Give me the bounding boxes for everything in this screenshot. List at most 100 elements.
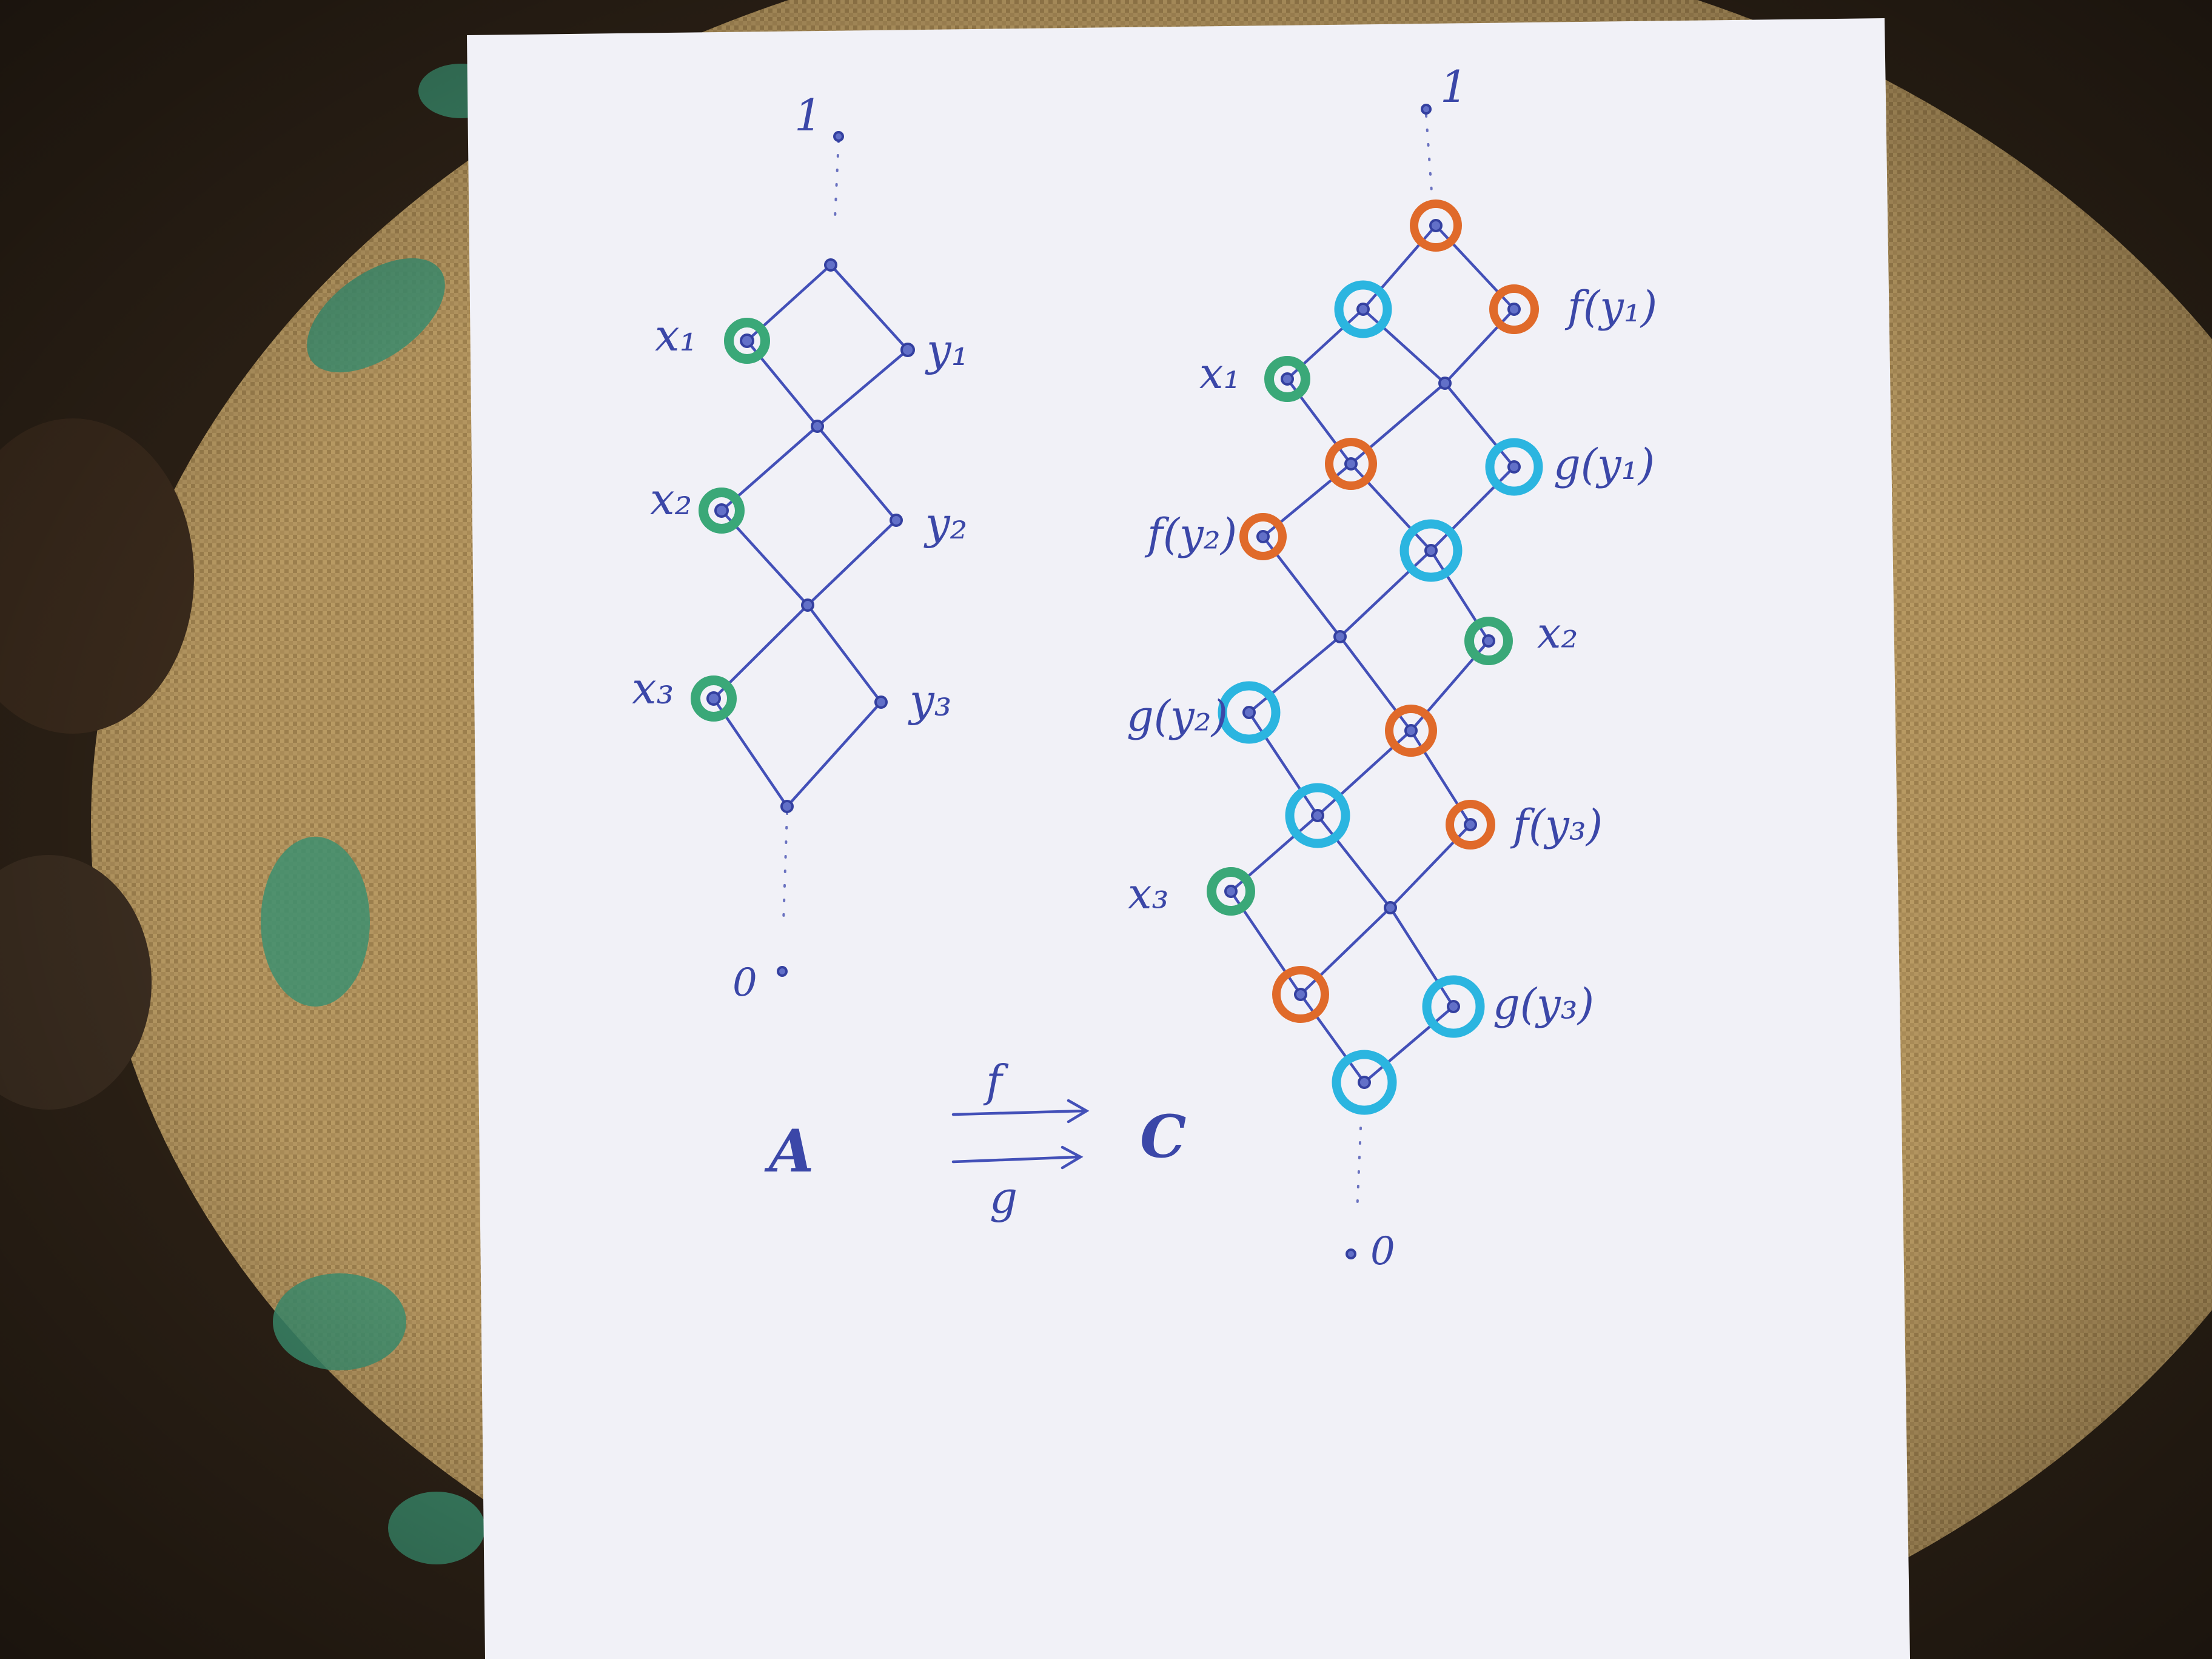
label-1: 1: [1440, 61, 1468, 112]
vertex-x1: [740, 333, 754, 348]
cyan-ring: [1332, 1050, 1397, 1115]
edge: [816, 348, 910, 428]
vertex-g-y1: [1507, 460, 1521, 474]
edge: [1389, 906, 1455, 1008]
edge: [1362, 1005, 1455, 1084]
label-0: 0: [1370, 1229, 1395, 1274]
edge: [1338, 549, 1433, 638]
edge: [1299, 993, 1366, 1084]
cyan-ring: [1422, 975, 1485, 1038]
edge: [829, 263, 910, 352]
arrow-f-head: [1067, 1099, 1090, 1124]
label-1: 1: [794, 90, 822, 141]
green-ring: [1207, 867, 1255, 916]
vertex-meet-2: [801, 598, 814, 612]
vertex-1: [833, 131, 844, 142]
edge: [1247, 635, 1342, 714]
arrow-g-shaft: [951, 1155, 1081, 1164]
label-y2: y₂: [923, 498, 968, 549]
vertex: [1429, 219, 1443, 232]
lattice-c: 1 0 f(y₁) x₁ g(y₁) f(y₂) x₂ g(y₂) f(y₃) …: [1127, 61, 1657, 1274]
cyan-ring: [1334, 280, 1392, 338]
vertex: [1294, 988, 1307, 1001]
vertex-f-y3: [1464, 818, 1477, 831]
orange-ring: [1385, 705, 1437, 757]
cyan-ring: [1399, 519, 1463, 582]
label-x2: x₂: [650, 474, 692, 525]
label-x3: x₃: [632, 663, 674, 714]
vertex: [1384, 901, 1397, 914]
dotted-edge-top: [1425, 114, 1433, 201]
edge: [806, 518, 898, 607]
arrow-f-shaft: [951, 1109, 1087, 1116]
label-arrow-g: g: [990, 1172, 1017, 1223]
edge: [1361, 307, 1447, 385]
vertex-1: [1421, 104, 1432, 115]
vertex-x3: [1224, 885, 1238, 898]
orange-ring: [1272, 966, 1329, 1023]
arrow-g-head: [1061, 1145, 1084, 1170]
vertex-x1: [1281, 372, 1294, 386]
cyan-ring: [1285, 783, 1350, 848]
label-0: 0: [732, 960, 757, 1005]
green-ring: [699, 488, 745, 534]
vertex-meet-1: [811, 420, 824, 433]
label-f-y2: f(y₂): [1144, 509, 1237, 559]
label-y3: y₃: [908, 675, 952, 726]
label-x1: x₁: [1199, 349, 1241, 398]
dotted-edge-bottom: [1356, 1127, 1362, 1214]
vertex: [1311, 809, 1324, 822]
label-g-y2: g(y₂): [1127, 691, 1228, 741]
vertex-g-y3: [1447, 1000, 1460, 1013]
vertex-top-join: [824, 258, 837, 272]
vertex-y3: [874, 695, 888, 709]
vertex-x2: [1482, 634, 1495, 648]
vertex-y1: [900, 343, 915, 357]
green-ring: [1464, 617, 1513, 665]
edge: [1429, 465, 1516, 552]
vertex: [1358, 1076, 1371, 1089]
green-ring: [724, 318, 770, 364]
vertex-0: [777, 966, 788, 977]
orange-ring: [1325, 438, 1377, 490]
maps-diagram: A C f g: [764, 1056, 1186, 1223]
cyan-ring: [1485, 438, 1543, 496]
edge: [1316, 814, 1392, 910]
label-g-y3: g(y₃): [1493, 979, 1594, 1029]
label-x3: x₃: [1128, 869, 1169, 919]
vertex: [1424, 544, 1438, 557]
vertex: [1404, 724, 1418, 737]
vertex-y2: [890, 514, 903, 527]
vertex: [1356, 303, 1370, 316]
orange-ring: [1239, 513, 1287, 560]
vertex: [1344, 457, 1358, 471]
label-domain-a: A: [764, 1117, 814, 1185]
cyan-ring: [1218, 681, 1281, 744]
vertex: [1438, 377, 1452, 390]
vertex-bottom-meet: [780, 800, 794, 813]
edge: [1247, 711, 1319, 817]
label-x2: x₂: [1537, 608, 1578, 658]
vertex-f-y1: [1507, 303, 1521, 316]
edge: [1443, 381, 1516, 469]
vertex-g-y2: [1242, 706, 1256, 719]
orange-ring: [1410, 199, 1462, 252]
label-codomain-c: C: [1140, 1102, 1186, 1171]
vertex: [1333, 630, 1347, 643]
label-y1: y₁: [925, 324, 969, 375]
green-ring: [691, 675, 737, 722]
paper-sheet: [467, 18, 1910, 1659]
vertex-x2: [714, 503, 729, 518]
label-f-y3: f(y₃): [1510, 800, 1603, 850]
vertex-0: [1346, 1248, 1356, 1259]
lattice-a: 1 0 x₁ y₁ x₂ y₂ x₃ y₃: [632, 90, 969, 1005]
label-f-y1: f(y₁): [1564, 282, 1657, 332]
orange-ring: [1446, 800, 1495, 850]
label-x1: x₁: [655, 310, 697, 361]
edge: [816, 424, 898, 522]
orange-ring: [1489, 284, 1539, 334]
edge: [806, 603, 883, 704]
edge: [785, 700, 883, 808]
vertex-x3: [706, 691, 721, 706]
